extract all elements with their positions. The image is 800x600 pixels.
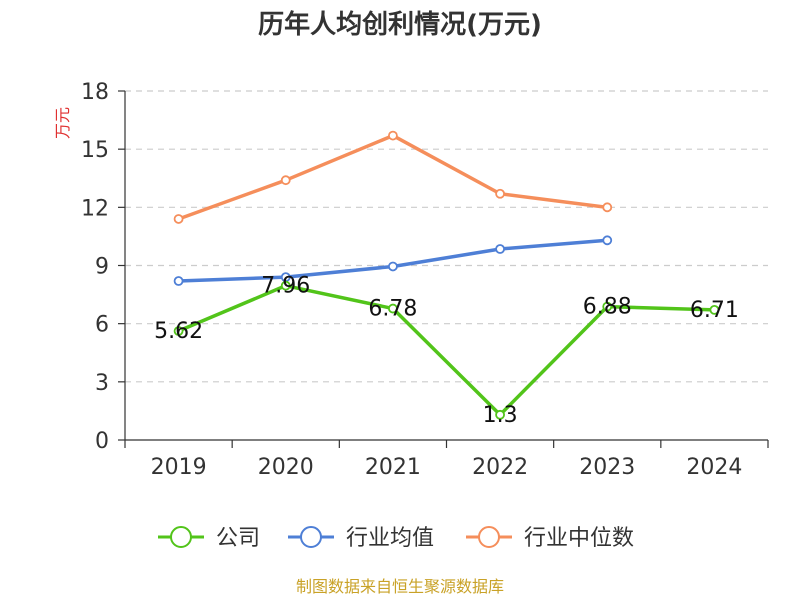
series-point-2 (280, 175, 291, 186)
y-tick-label: 9 (95, 255, 109, 280)
series-point-1 (173, 276, 184, 286)
y-tick-label: 12 (81, 196, 109, 221)
legend-item: 公司 (158, 526, 260, 551)
series-point-2 (173, 214, 184, 224)
axes: 0 3 6 9 12 15 18 2019 2020 2021 2022 2023 2024 (81, 80, 769, 480)
legend-label: 公司 (216, 526, 260, 551)
x-tick-label: 2022 (472, 455, 528, 480)
legend-label: 行业均值 (346, 526, 434, 551)
legend-marker (478, 526, 500, 548)
y-axis-unit: 万元 (53, 107, 72, 139)
y-tick-label: 3 (95, 371, 109, 396)
x-tick-label: 2023 (579, 455, 635, 480)
series-layer (173, 130, 720, 420)
data-label: 6.71 (690, 298, 739, 323)
data-label: 6.88 (583, 295, 632, 320)
legend-marker (170, 526, 192, 548)
series-line-0 (177, 283, 715, 417)
series-point-0 (388, 303, 398, 314)
legend-label: 行业中位数 (524, 526, 634, 551)
legend-marker (300, 526, 322, 548)
data-labels: 5.62 7.96 6.78 1.3 6.88 6.71 (154, 274, 739, 428)
series-point-2 (602, 202, 613, 213)
source-note: 制图数据来自恒生聚源数据库 (296, 577, 504, 596)
data-label: 1.3 (483, 403, 518, 428)
x-tick-label: 2021 (365, 455, 421, 480)
series-point-0 (173, 326, 184, 336)
series-point-1 (495, 244, 505, 254)
grid-lines (125, 90, 768, 383)
data-label: 5.62 (154, 319, 203, 344)
data-label: 7.96 (261, 274, 310, 299)
series-point-0 (280, 280, 291, 291)
y-tick-label: 0 (95, 429, 109, 454)
y-tick-label: 15 (81, 138, 109, 163)
series-point-0 (495, 409, 505, 420)
series-point-2 (495, 188, 505, 199)
legend-item: 行业中位数 (466, 526, 634, 551)
series-point-2 (388, 130, 398, 141)
series-point-1 (602, 235, 613, 246)
chart-title: 历年人均创利情况(万元) (258, 9, 542, 40)
series-line-2 (177, 133, 608, 221)
y-tick-label: 18 (81, 80, 109, 105)
series-line-1 (178, 238, 608, 283)
y-tick-label: 6 (95, 313, 109, 338)
x-tick-label: 2020 (258, 455, 314, 480)
data-label: 6.78 (368, 297, 417, 322)
series-point-1 (388, 261, 398, 272)
x-tick-label: 2024 (686, 455, 742, 480)
legend: 公司 行业均值 行业中位数 (158, 526, 634, 551)
x-tick-label: 2019 (151, 455, 207, 480)
series-point-0 (709, 305, 720, 315)
legend-item: 行业均值 (288, 526, 434, 551)
series-point-0 (602, 301, 613, 312)
